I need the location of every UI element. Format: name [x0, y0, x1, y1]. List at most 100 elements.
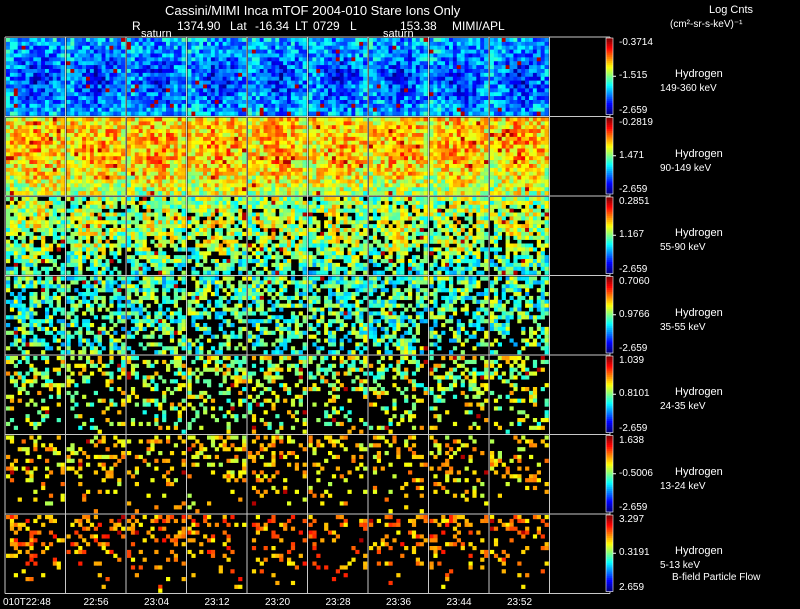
heatmap-cell — [17, 121, 22, 126]
heatmap-cell — [6, 148, 11, 153]
heatmap-cell — [380, 117, 385, 122]
heatmap-cell — [376, 45, 381, 50]
heatmap-cell — [331, 117, 337, 122]
heatmap-cell — [445, 92, 450, 97]
heatmap-cell — [388, 45, 393, 50]
heatmap-cell — [158, 164, 163, 169]
heatmap-cell — [226, 148, 231, 153]
heatmap-cell — [66, 80, 71, 85]
heatmap-cell — [540, 69, 545, 74]
heatmap-cell — [25, 191, 30, 196]
heatmap-cell — [248, 140, 253, 145]
heatmap-cell — [376, 121, 381, 126]
heatmap-cell — [191, 92, 196, 97]
heatmap-cell — [400, 84, 405, 89]
heatmap-cell — [121, 164, 126, 169]
heatmap-cell — [493, 61, 499, 66]
heatmap-cell — [234, 164, 239, 169]
heatmap-cell — [380, 76, 385, 81]
heatmap-cell — [308, 45, 313, 50]
heatmap-cell — [392, 125, 397, 130]
heatmap-cell — [517, 107, 522, 112]
heatmap-cell — [359, 191, 364, 196]
heatmap-cell — [210, 111, 216, 116]
heatmap-cell — [222, 171, 227, 176]
heatmap-cell — [392, 100, 397, 105]
heatmap-cell — [45, 125, 50, 130]
heatmap-cell — [316, 88, 321, 93]
heatmap-cell — [460, 65, 465, 70]
heatmap-cell — [17, 49, 22, 54]
heatmap-cell — [214, 117, 219, 122]
heatmap-cell — [396, 111, 401, 116]
heatmap-cell — [308, 53, 313, 58]
heatmap-cell — [166, 129, 171, 134]
heatmap-cell — [419, 152, 424, 157]
heatmap-cell — [13, 156, 18, 161]
heatmap-cell — [207, 107, 212, 112]
heatmap-cell — [82, 96, 87, 101]
heatmap-cell — [230, 140, 235, 145]
heatmap-cell — [169, 160, 175, 165]
heatmap-cell — [275, 117, 280, 122]
heatmap-cell — [248, 49, 253, 54]
heatmap-cell — [525, 84, 530, 89]
heatmap-cell — [355, 156, 360, 161]
heatmap-cell — [97, 38, 102, 43]
heatmap-cell — [138, 167, 143, 173]
heatmap-cell — [472, 103, 477, 109]
heatmap-cell — [222, 160, 227, 165]
heatmap-cell — [181, 96, 186, 101]
heatmap-cell — [89, 92, 95, 97]
heatmap-cell — [433, 133, 438, 138]
heatmap-cell — [97, 144, 102, 149]
heatmap-cell — [251, 125, 257, 130]
heatmap-cell — [66, 61, 71, 66]
heatmap-cell — [433, 107, 438, 112]
heatmap-cell — [501, 57, 506, 62]
heatmap-cell — [283, 148, 288, 153]
heatmap-cell — [312, 144, 317, 149]
heatmap-cell — [380, 148, 385, 153]
heatmap-cell — [187, 140, 192, 145]
heatmap-cell — [372, 140, 378, 145]
heatmap-cell — [13, 129, 18, 134]
heatmap-cell — [456, 136, 461, 142]
heatmap-cell — [150, 84, 155, 89]
heatmap-cell — [392, 136, 397, 142]
heatmap-cell — [127, 179, 132, 184]
heatmap-cell — [78, 92, 83, 97]
heatmap-cell — [97, 164, 102, 169]
heatmap-cell — [70, 92, 75, 97]
heatmap-cell — [369, 191, 374, 196]
heatmap-cell — [121, 117, 126, 122]
heatmap-cell — [29, 80, 34, 85]
heatmap-cell — [154, 96, 159, 101]
heatmap-cell — [287, 38, 292, 43]
heatmap-cell — [48, 69, 54, 74]
heatmap-cell — [25, 96, 30, 101]
heatmap-cell — [177, 76, 182, 81]
heatmap-cell — [173, 57, 178, 62]
heatmap-cell — [230, 96, 235, 101]
heatmap-cell — [218, 148, 223, 153]
heatmap-cell — [109, 38, 114, 43]
heatmap-cell — [392, 57, 397, 62]
heatmap-cell — [384, 57, 389, 62]
heatmap-cell — [302, 100, 307, 105]
heatmap-cell — [324, 133, 329, 138]
heatmap-cell — [238, 80, 243, 85]
heatmap-cell — [117, 100, 122, 105]
heatmap-cell — [536, 111, 541, 116]
heatmap-cell — [45, 140, 50, 145]
heatmap-cell — [199, 41, 204, 47]
heatmap-cell — [392, 76, 397, 81]
heatmap-cell — [529, 41, 534, 47]
heatmap-cell — [130, 72, 136, 78]
heatmap-cell — [113, 117, 118, 122]
heatmap-cell — [298, 140, 303, 145]
heatmap-cell — [25, 92, 30, 97]
heatmap-cell — [480, 49, 485, 54]
heatmap-cell — [404, 125, 409, 130]
